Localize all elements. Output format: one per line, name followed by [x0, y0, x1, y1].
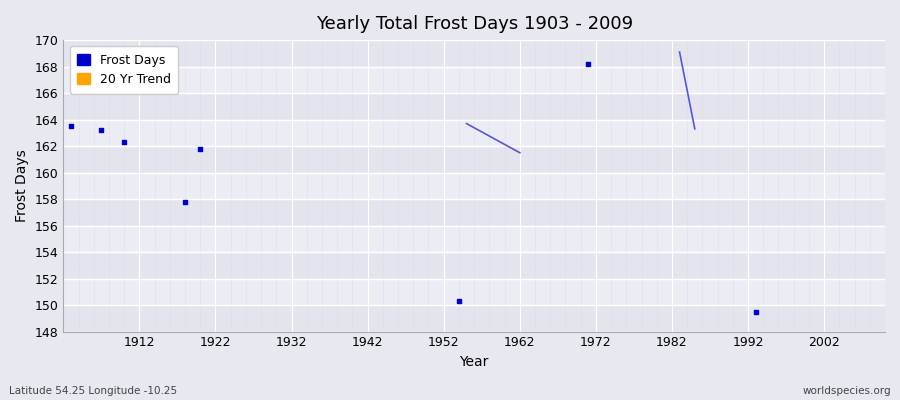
Legend: Frost Days, 20 Yr Trend: Frost Days, 20 Yr Trend — [69, 46, 178, 94]
Bar — [63, 172, 885, 199]
Bar — [63, 252, 885, 278]
Bar — [63, 146, 885, 172]
Bar — [63, 93, 885, 120]
X-axis label: Year: Year — [460, 355, 489, 369]
Point — [581, 61, 596, 67]
Point — [452, 298, 466, 304]
Point — [94, 127, 109, 134]
Bar — [63, 67, 885, 93]
Point — [178, 198, 193, 205]
Title: Yearly Total Frost Days 1903 - 2009: Yearly Total Frost Days 1903 - 2009 — [316, 15, 633, 33]
Text: worldspecies.org: worldspecies.org — [803, 386, 891, 396]
Bar — [63, 226, 885, 252]
Bar — [63, 120, 885, 146]
Bar — [63, 40, 885, 67]
Bar — [63, 199, 885, 226]
Y-axis label: Frost Days: Frost Days — [15, 150, 29, 222]
Bar — [63, 278, 885, 305]
Text: Latitude 54.25 Longitude -10.25: Latitude 54.25 Longitude -10.25 — [9, 386, 177, 396]
Point — [193, 146, 207, 152]
Bar — [63, 305, 885, 332]
Point — [749, 308, 763, 315]
Point — [117, 139, 131, 145]
Point — [64, 123, 78, 130]
